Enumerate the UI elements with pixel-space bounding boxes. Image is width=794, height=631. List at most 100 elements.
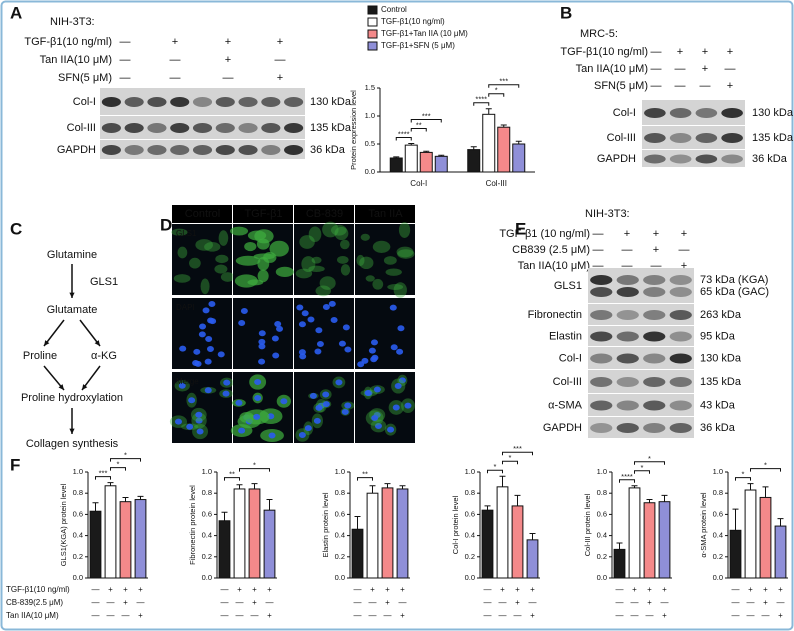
cell-body: [269, 240, 289, 257]
nucleus: [344, 346, 352, 353]
nucleus: [192, 359, 200, 366]
bar: [729, 529, 742, 579]
error-bar: [423, 150, 430, 153]
treatment-sign: —: [120, 54, 131, 66]
treatment-sign: +: [277, 72, 283, 84]
bar: [511, 505, 524, 579]
nucleus: [304, 425, 312, 432]
cell-body: [308, 226, 322, 243]
treatment-sign: —: [484, 611, 492, 620]
bar: [497, 126, 511, 173]
treatment-label: Tan IIA(10 μM): [518, 260, 590, 272]
cell-body: [234, 274, 258, 288]
treatment-sign: —: [120, 36, 131, 48]
blot-band: [124, 123, 144, 133]
treatment-sign: +: [225, 36, 231, 48]
y-tick-label: 0.4: [597, 531, 607, 540]
nucleus: [368, 347, 376, 354]
nucleus: [217, 351, 225, 358]
panel-letter: A: [10, 3, 22, 22]
cell-body: [299, 235, 315, 249]
blot-band: [695, 108, 718, 118]
treatment-sign: —: [651, 46, 662, 58]
cell-body: [204, 242, 221, 252]
nucleus: [389, 304, 397, 311]
sig-bracket: [488, 84, 520, 88]
y-tick-label: 0.8: [335, 488, 345, 497]
treatment-sign: +: [515, 585, 520, 594]
treatment-sign: —: [622, 260, 633, 272]
blot-band: [644, 133, 666, 143]
cell-body: [372, 240, 391, 253]
treatment-sign: —: [484, 585, 492, 594]
y-tick-label: 0.0: [597, 573, 607, 582]
nucleus: [398, 377, 406, 384]
sig-label: *: [509, 453, 512, 462]
treatment-sign: +: [138, 611, 143, 620]
bar: [434, 155, 448, 173]
treatment-sign: —: [631, 598, 639, 607]
y-tick-label: 0.4: [73, 531, 83, 540]
sig-bracket: [634, 461, 665, 465]
nucleus: [322, 401, 330, 408]
treatment-label: TGF-β1(10 ng/ml): [560, 46, 648, 58]
blot-strip: [588, 370, 694, 393]
cell-body: [359, 256, 374, 270]
bar: [366, 492, 379, 579]
blot-band: [669, 154, 692, 164]
blot-band: [669, 133, 692, 143]
y-tick-label: 1.0: [335, 467, 345, 476]
treatment-sign: +: [727, 80, 733, 92]
blot-band: [192, 145, 213, 155]
blot-band: [643, 353, 666, 364]
arrow-head: [69, 428, 75, 434]
nucleus: [204, 358, 212, 365]
blot-band: [590, 275, 613, 285]
treatment-sign: +: [702, 63, 708, 75]
nucleus: [315, 404, 323, 411]
y-tick-label: 1.0: [713, 467, 723, 476]
nucleus: [342, 324, 350, 331]
y-tick-label: 1.0: [465, 467, 475, 476]
treatment-sign: +: [252, 598, 257, 607]
panel-letter: D: [160, 215, 172, 234]
error-bar: [515, 140, 522, 144]
band-label: GLS1: [554, 280, 582, 292]
arrow: [79, 319, 101, 347]
error-bar: [393, 156, 400, 158]
treatment-sign: +: [500, 585, 505, 594]
sig-bracket: [619, 479, 635, 483]
treatment-sign: +: [763, 585, 768, 594]
cell-body: [315, 285, 332, 297]
nucleus: [315, 327, 323, 334]
nucleus: [272, 352, 280, 359]
treatment-sign: +: [727, 46, 733, 58]
micrograph: [172, 224, 232, 295]
column-header-bg: [233, 205, 293, 223]
nucleus: [341, 408, 349, 415]
sig-label: ****: [621, 472, 633, 481]
cell-body: [218, 230, 229, 246]
nucleus: [394, 382, 402, 389]
treatment-sign: —: [725, 63, 736, 75]
bar: [613, 548, 626, 579]
treatment-sign: —: [107, 598, 115, 607]
sig-bracket: [110, 467, 126, 471]
nucleus: [374, 422, 382, 429]
nucleus: [387, 426, 395, 433]
legend-swatch: [367, 29, 378, 39]
nucleus: [253, 413, 261, 420]
nucleus: [174, 418, 182, 425]
treatment-label: SFN(5 μM): [594, 80, 648, 92]
row-label: Merge: [176, 377, 199, 386]
band-size: 36 kDa: [752, 153, 788, 165]
treatment-sign: +: [681, 228, 687, 240]
cell-body: [356, 254, 365, 266]
band-label: Elastin: [549, 330, 582, 342]
y-axis-label: Protein expression level: [349, 90, 358, 170]
y-tick-label: 0.0: [713, 573, 723, 582]
arrow-head: [58, 384, 64, 390]
blot-band: [192, 123, 213, 133]
